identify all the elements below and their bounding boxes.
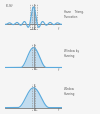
Text: $f$: $f$ bbox=[57, 105, 61, 112]
Text: $f_0$: $f_0$ bbox=[33, 25, 37, 32]
Text: $f_0$: $f_0$ bbox=[34, 65, 38, 73]
Text: Window: Window bbox=[64, 87, 75, 91]
Text: $f$: $f$ bbox=[57, 25, 61, 32]
Text: $-f_0$: $-f_0$ bbox=[29, 25, 36, 32]
Text: Hanning: Hanning bbox=[64, 91, 75, 95]
Text: $f_0$: $f_0$ bbox=[34, 105, 38, 113]
Text: $f$: $f$ bbox=[57, 65, 61, 72]
Text: Hann    Triang.: Hann Triang. bbox=[64, 10, 84, 14]
Text: Truncation: Truncation bbox=[64, 15, 78, 19]
Text: F₀(f): F₀(f) bbox=[6, 4, 13, 8]
Text: Window by: Window by bbox=[64, 49, 79, 53]
Text: Hanning: Hanning bbox=[64, 54, 75, 58]
